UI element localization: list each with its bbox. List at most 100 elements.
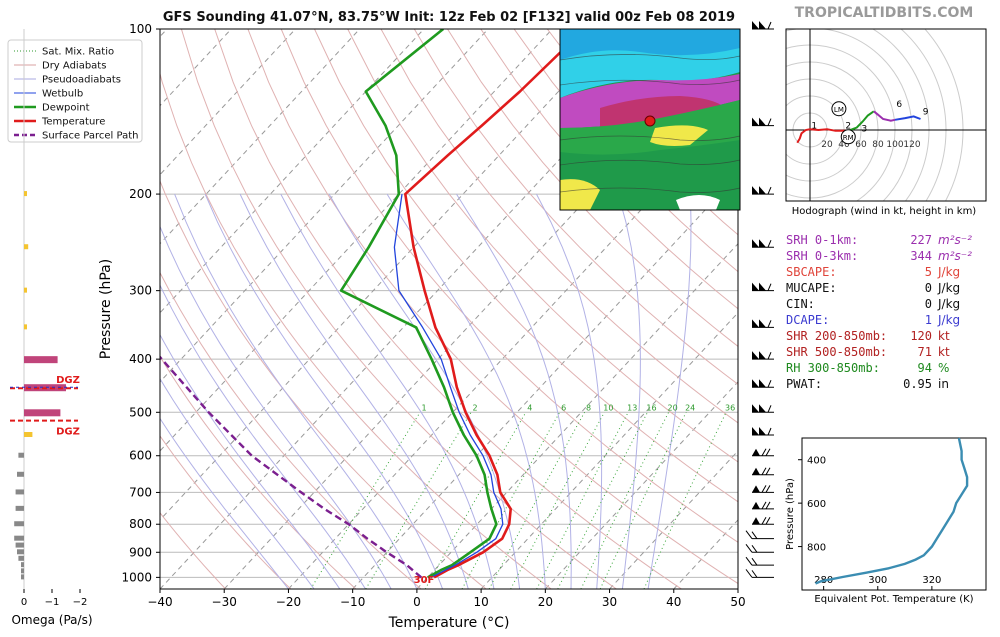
- wind-barb-feather: [767, 283, 772, 291]
- temperature-tick-label: −40: [147, 595, 172, 609]
- temperature-tick-label: 10: [473, 595, 488, 609]
- mixing-ratio-label: 24: [685, 403, 695, 412]
- legend-label: Temperature: [41, 117, 105, 128]
- index-name: PWAT:: [786, 377, 822, 391]
- index-value: 1: [925, 313, 932, 327]
- isotherm-line: [160, 29, 553, 452]
- index-unit: kt: [938, 329, 950, 343]
- brand-logo-text: TROPICALTIDBITS.COM: [795, 5, 974, 21]
- hodograph-ring-label: 120: [903, 140, 920, 150]
- omega-bar: [18, 452, 24, 458]
- hodograph-height-label: 3: [862, 125, 868, 135]
- omega-bar: [24, 432, 33, 438]
- wind-barb: [752, 282, 774, 292]
- wind-barb: [752, 448, 774, 457]
- pseudoadiabat-line: [617, 193, 641, 589]
- wind-barb-pennant: [759, 21, 766, 29]
- theta-e-xtick-label: 300: [868, 575, 887, 586]
- wind-barb-feather: [761, 448, 767, 456]
- mixing-ratio-label: 36: [725, 403, 735, 412]
- omega-bar: [24, 287, 27, 293]
- isotherm-line: [480, 312, 738, 589]
- mixing-ratio-line: [424, 412, 527, 589]
- wind-barb: [745, 530, 774, 540]
- dry-adiabat-line: [160, 355, 357, 589]
- wind-barb-feather: [761, 467, 767, 476]
- omega-tick-label: −1: [45, 597, 60, 608]
- mixing-ratio-line: [599, 412, 687, 589]
- storm-motion-label: RM: [843, 134, 854, 142]
- wind-barb-feather: [767, 427, 772, 436]
- index-unit: m²s⁻²: [938, 233, 972, 247]
- temperature-tick-label: 30: [602, 595, 617, 609]
- pressure-tick-label: 900: [129, 545, 152, 559]
- chart-title: GFS Sounding 41.07°N, 83.75°W Init: 12z …: [163, 10, 735, 25]
- pressure-tick-label: 1000: [121, 570, 152, 584]
- wind-barb-feather: [767, 351, 772, 360]
- wind-barb: [745, 569, 774, 578]
- pseudoadiabat-line: [239, 193, 469, 589]
- wind-barb-pennant: [752, 239, 759, 248]
- omega-bar: [21, 574, 24, 580]
- pressure-tick-label: 300: [129, 284, 152, 298]
- mixing-ratio-label: 2: [473, 403, 478, 412]
- theta-e-ytick-label: 600: [807, 499, 826, 510]
- wind-barb: [752, 319, 774, 328]
- pressure-tick-label: 100: [129, 22, 152, 36]
- pseudoadiabat-line: [280, 193, 495, 589]
- wind-barb: [745, 543, 774, 553]
- pseudoadiabat-line: [160, 225, 392, 589]
- omega-bar: [15, 542, 24, 548]
- isotherm-line: [160, 29, 682, 589]
- pressure-tick-label: 200: [129, 187, 152, 201]
- wind-barb-pennant: [752, 517, 760, 525]
- index-unit: in: [938, 377, 949, 391]
- omega-bar: [15, 505, 24, 511]
- pseudoadiabat-line: [160, 284, 366, 589]
- mixing-ratio-label: 20: [668, 403, 678, 412]
- index-value: 227: [910, 233, 932, 247]
- wind-barb-feather: [761, 516, 767, 525]
- legend-label: Sat. Mix. Ratio: [42, 47, 114, 58]
- theta-e-xtick-label: 320: [922, 575, 941, 586]
- omega-panel: DGZ DGZ 0 −1 −2 Omega (Pa/s): [10, 29, 93, 627]
- index-name: DCAPE:: [786, 313, 829, 327]
- dgz-label: DGZ: [56, 427, 80, 438]
- isotherm-line: [223, 35, 738, 589]
- legend-label: Dewpoint: [42, 103, 90, 114]
- wind-barb-feather: [745, 569, 753, 578]
- omega-bar: [24, 356, 58, 364]
- dry-adiabat-line: [160, 271, 422, 589]
- wind-barb-feather: [767, 186, 772, 195]
- index-unit: kt: [938, 345, 950, 359]
- index-name: CIN:: [786, 297, 815, 311]
- wind-barb-feather: [765, 516, 771, 525]
- wind-barb-pennant: [752, 319, 759, 328]
- isotherm-line: [352, 173, 738, 589]
- isotherm-line: [160, 29, 489, 383]
- index-unit: J/kg: [937, 265, 960, 279]
- isotherm-line: [737, 588, 738, 589]
- wind-barb-pennant: [759, 379, 766, 388]
- wind-barb-pennant: [759, 117, 766, 126]
- omega-bar: [24, 409, 61, 417]
- wind-barb-pennant: [752, 21, 759, 29]
- index-unit: J/kg: [937, 297, 960, 311]
- wind-barb-feather: [767, 405, 772, 413]
- dry-adiabat-line: [347, 29, 738, 463]
- dewpoint-line: [339, 29, 498, 579]
- pseudoadiabat-line: [328, 193, 521, 589]
- legend-label: Surface Parcel Path: [42, 131, 138, 142]
- dry-adiabat-line: [160, 512, 226, 589]
- hodograph-segment: [873, 110, 896, 122]
- index-value: 0: [925, 297, 932, 311]
- index-unit: J/kg: [937, 313, 960, 327]
- temperature-line: [403, 29, 586, 579]
- isotherm-line: [609, 450, 738, 589]
- wind-barb-feather: [765, 485, 771, 493]
- wind-barb-feather: [767, 21, 772, 30]
- isotherm-line: [544, 381, 738, 589]
- skewt-ylabel: Pressure (hPa): [98, 259, 114, 359]
- pseudoadiabat-line: [160, 333, 341, 589]
